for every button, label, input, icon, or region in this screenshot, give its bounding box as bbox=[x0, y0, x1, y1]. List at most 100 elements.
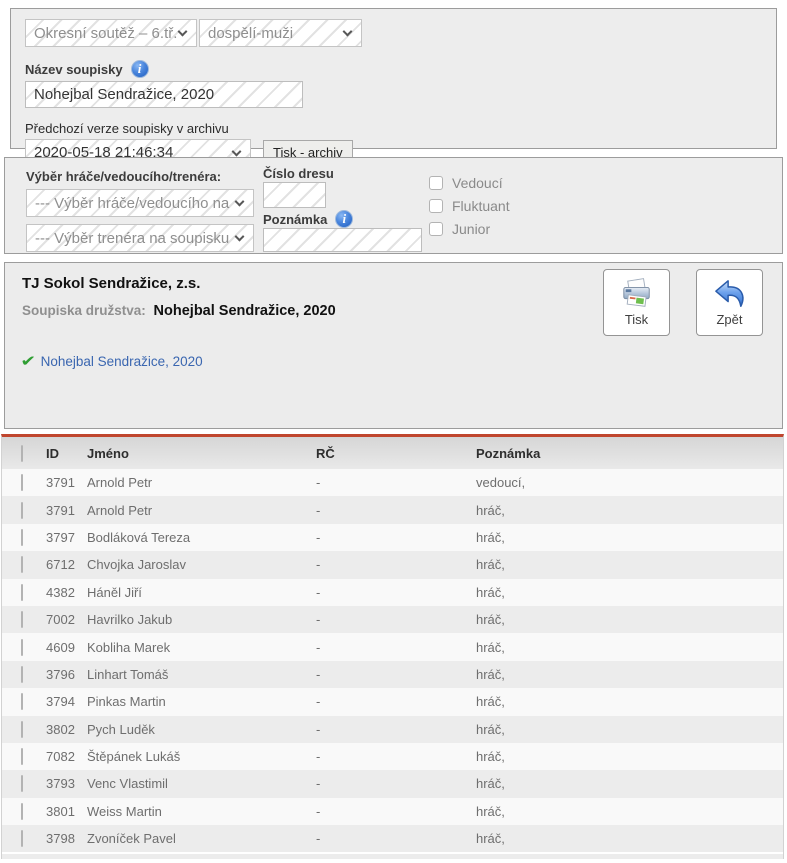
row-checkbox[interactable] bbox=[21, 528, 23, 546]
jersey-number-input[interactable] bbox=[263, 182, 326, 208]
cell-name: Linhart Tomáš bbox=[87, 666, 169, 682]
cell-note: hráč, bbox=[476, 612, 505, 628]
cell-id: 3793 bbox=[46, 776, 75, 792]
player-select[interactable]: --- Výběr hráče/vedoucího na bbox=[26, 189, 254, 217]
cell-id: 3791 bbox=[46, 475, 75, 491]
info-icon[interactable]: i bbox=[335, 210, 354, 228]
chevron-down-icon bbox=[231, 146, 242, 157]
row-checkbox[interactable] bbox=[21, 748, 23, 766]
cell-note: hráč, bbox=[476, 557, 505, 573]
print-button[interactable]: Tisk bbox=[603, 269, 670, 336]
row-checkbox[interactable] bbox=[21, 720, 23, 738]
back-button[interactable]: Zpět bbox=[696, 269, 763, 336]
cell-note: hráč, bbox=[476, 666, 505, 682]
roster-table: ID Jméno RČ Poznámka 3791 Arnold Petr - … bbox=[1, 434, 784, 860]
picker-panel: Výběr hráče/vedoucího/trenéra: --- Výběr… bbox=[4, 157, 783, 254]
coach-select-value: --- Výběr trenéra na soupisku bbox=[35, 229, 230, 247]
cell-note: hráč, bbox=[476, 776, 505, 792]
vedouci-checkbox[interactable] bbox=[429, 176, 443, 190]
select-all-checkbox[interactable] bbox=[21, 444, 23, 462]
chevron-down-icon bbox=[342, 26, 353, 37]
cell-id: 4609 bbox=[46, 639, 75, 655]
cell-rc: - bbox=[316, 694, 321, 710]
roster-name-input[interactable]: Nohejbal Sendražice, 2020 bbox=[25, 81, 303, 108]
fluktuant-checkbox[interactable] bbox=[429, 199, 443, 213]
archive-version-value: 2020-05-18 21:46:34 bbox=[34, 144, 174, 161]
print-button-label: Tisk bbox=[624, 312, 649, 327]
table-row: 3797 Bodláková Tereza - hráč, bbox=[2, 523, 783, 552]
picker-label: Výběr hráče/vedoucího/trenéra: bbox=[26, 169, 222, 184]
table-row: 3791 Arnold Petr - vedoucí, bbox=[2, 469, 783, 497]
row-checkbox[interactable] bbox=[21, 775, 23, 793]
cell-note: hráč, bbox=[476, 721, 505, 737]
row-checkbox[interactable] bbox=[21, 474, 23, 492]
cell-name: Pinkas Martin bbox=[87, 694, 166, 710]
row-checkbox[interactable] bbox=[21, 501, 23, 519]
cell-name: Weiss Martin bbox=[87, 803, 162, 819]
header-name: Jméno bbox=[87, 445, 129, 461]
archive-version-select[interactable]: 2020-05-18 21:46:34 bbox=[25, 139, 251, 166]
table-row: 3798 Zvoníček Pavel - hráč, bbox=[2, 825, 783, 853]
row-checkbox[interactable] bbox=[21, 556, 23, 574]
row-checkbox[interactable] bbox=[21, 638, 23, 656]
roster-title-label: Soupiska družstva: bbox=[22, 303, 146, 318]
table-row: 3794 Pinkas Martin - hráč, bbox=[2, 688, 783, 716]
archive-panel: Okresní soutěž – 6.tř. dospělí-muži Náze… bbox=[10, 8, 777, 166]
category-select[interactable]: dospělí-muži bbox=[199, 19, 362, 47]
note-input[interactable] bbox=[263, 228, 422, 252]
cell-rc: - bbox=[316, 557, 321, 573]
info-icon[interactable]: i bbox=[130, 60, 149, 78]
cell-rc: - bbox=[316, 475, 321, 491]
competition-select[interactable]: Okresní soutěž – 6.tř. bbox=[25, 19, 197, 47]
cell-note: vedoucí, bbox=[476, 475, 526, 491]
row-checkbox[interactable] bbox=[21, 830, 23, 848]
cell-name: Venc Vlastimil bbox=[87, 776, 168, 792]
cell-id: 3802 bbox=[46, 721, 75, 737]
table-row: 6712 Chvojka Jaroslav - hráč, bbox=[2, 551, 783, 579]
team-panel: TJ Sokol Sendražice, z.s. Soupiska družs… bbox=[4, 262, 783, 429]
chevron-down-icon bbox=[234, 196, 245, 207]
cell-rc: - bbox=[316, 529, 321, 545]
junior-checkbox[interactable] bbox=[429, 222, 443, 236]
cell-name: Arnold Petr bbox=[87, 502, 153, 518]
header-rc: RČ bbox=[316, 445, 335, 461]
back-arrow-icon bbox=[714, 280, 744, 307]
row-checkbox[interactable] bbox=[21, 665, 23, 683]
junior-checkbox-label: Junior bbox=[452, 221, 491, 237]
row-checkbox[interactable] bbox=[21, 693, 23, 711]
cell-name: Pych Luděk bbox=[87, 721, 155, 737]
row-checkbox[interactable] bbox=[21, 583, 23, 601]
category-select-value: dospělí-muži bbox=[208, 24, 294, 42]
cell-rc: - bbox=[316, 639, 321, 655]
row-checkbox[interactable] bbox=[21, 802, 23, 820]
cell-note: hráč, bbox=[476, 803, 505, 819]
cell-note: hráč, bbox=[476, 584, 505, 600]
cell-id: 3794 bbox=[46, 694, 75, 710]
roster-title: Soupiska družstva: Nohejbal Sendražice, … bbox=[22, 303, 336, 319]
roster-link[interactable]: Nohejbal Sendražice, 2020 bbox=[40, 353, 203, 369]
cell-note: hráč, bbox=[476, 529, 505, 545]
roster-name-value: Nohejbal Sendražice, 2020 bbox=[34, 86, 215, 103]
cell-name: Kobliha Marek bbox=[87, 639, 171, 655]
roster-title-value: Nohejbal Sendražice, 2020 bbox=[153, 303, 336, 319]
cell-name: Štěpánek Lukáš bbox=[87, 749, 181, 765]
cell-name: Háněl Jiří bbox=[87, 584, 142, 600]
table-footer-strip bbox=[2, 854, 783, 860]
table-row: 7002 Havrilko Jakub - hráč, bbox=[2, 605, 783, 634]
checkmark-icon: ✔ bbox=[20, 353, 37, 370]
chevron-down-icon bbox=[234, 231, 245, 242]
row-checkbox[interactable] bbox=[21, 611, 23, 629]
previous-versions-label: Předchozí verze soupisky v archivu bbox=[25, 121, 229, 136]
cell-id: 6712 bbox=[46, 557, 75, 573]
cell-id: 7082 bbox=[46, 749, 75, 765]
club-name: TJ Sokol Sendražice, z.s. bbox=[22, 275, 201, 292]
table-body: 3791 Arnold Petr - vedoucí, 3791 Arnold … bbox=[2, 469, 783, 853]
header-id: ID bbox=[46, 445, 59, 461]
table-row: 3796 Linhart Tomáš - hráč, bbox=[2, 660, 783, 689]
coach-select[interactable]: --- Výběr trenéra na soupisku bbox=[26, 224, 254, 252]
table-row: 7082 Štěpánek Lukáš - hráč, bbox=[2, 742, 783, 771]
cell-rc: - bbox=[316, 831, 321, 847]
header-note: Poznámka bbox=[476, 445, 541, 461]
cell-rc: - bbox=[316, 502, 321, 518]
fluktuant-checkbox-label: Fluktuant bbox=[452, 198, 510, 214]
